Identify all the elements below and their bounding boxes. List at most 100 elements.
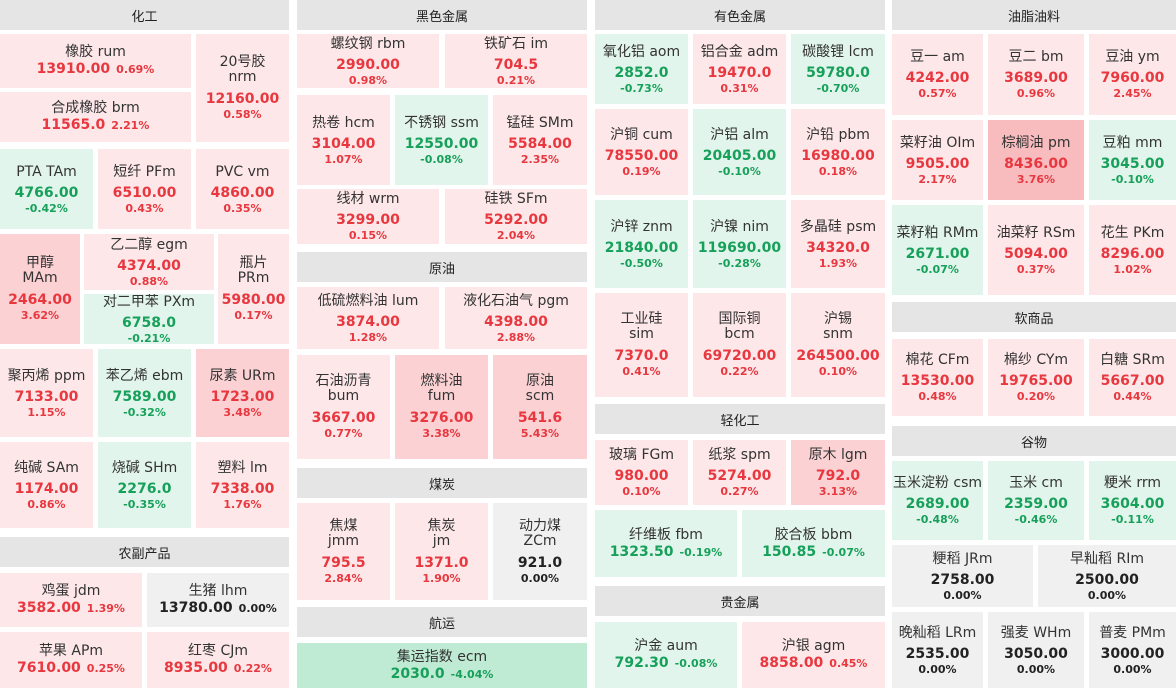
contract-tile-bbm[interactable]: 胶合板 bbm 150.85 -0.07% — [742, 510, 885, 577]
contract-tile-lm[interactable]: 塑料 lm 7338.00 1.76% — [196, 442, 289, 528]
contract-tile-wrm[interactable]: 线材 wrm 3299.00 0.15% — [297, 189, 439, 244]
contract-tile-am[interactable]: 豆一 am 4242.00 0.57% — [892, 34, 983, 115]
contract-tile-egm[interactable]: 乙二醇 egm 4374.00 0.88% — [84, 234, 214, 290]
contract-tile-fbm[interactable]: 纤维板 fbm 1323.50 -0.19% — [595, 510, 737, 577]
contract-tile-pmm[interactable]: 普麦 PMm 3000.00 0.00% — [1089, 612, 1176, 688]
contract-tile-brm[interactable]: 合成橡胶 brm 11565.0 2.21% — [0, 92, 191, 142]
contract-name: 菜籽粕 RMm — [896, 224, 979, 241]
contract-tile-zcm[interactable]: 动力煤 ZCm 921.0 0.00% — [493, 503, 587, 600]
contract-tile-mm[interactable]: 豆粕 mm 3045.00 -0.10% — [1089, 120, 1176, 200]
contract-tile-sam[interactable]: 纯碱 SAm 1174.00 0.86% — [0, 442, 93, 528]
contract-tile-bcm[interactable]: 国际铜 bcm 69720.00 0.22% — [693, 293, 786, 397]
contract-tile-cfm[interactable]: 棉花 CFm 13530.00 0.48% — [892, 339, 983, 416]
contract-tile-cym[interactable]: 棉纱 CYm 19765.00 0.20% — [988, 339, 1084, 416]
contract-tile-sfm[interactable]: 硅铁 SFm 5292.00 2.04% — [445, 189, 587, 244]
last-price: 3045.00 — [1100, 155, 1165, 172]
contract-tile-cum[interactable]: 沪铜 cum 78550.00 0.19% — [595, 109, 688, 195]
contract-tile-hcm[interactable]: 热卷 hcm 3104.00 1.07% — [297, 95, 390, 185]
contract-name: PVC vm — [215, 163, 270, 180]
contract-tile-fum[interactable]: 燃料油 fum 3276.00 3.38% — [395, 355, 488, 459]
change-percent: -0.28% — [718, 256, 761, 270]
contract-tile-lgm[interactable]: 原木 lgm 792.0 3.13% — [791, 440, 885, 505]
contract-tile-rrm[interactable]: 粳米 rrm 3604.00 -0.11% — [1089, 461, 1176, 540]
contract-name: 红枣 CJm — [188, 643, 248, 659]
contract-tile-vm[interactable]: PVC vm 4860.00 0.35% — [196, 149, 289, 229]
contract-tile-bm[interactable]: 豆二 bm 3689.00 0.96% — [988, 34, 1084, 115]
contract-tile-aom[interactable]: 氧化铝 aom 2852.0 -0.73% — [595, 34, 688, 104]
contract-tile-pgm[interactable]: 液化石油气 pgm 4398.00 2.88% — [445, 287, 587, 349]
contract-name: 普麦 PMm — [1099, 624, 1166, 641]
change-percent: -0.48% — [916, 513, 959, 526]
contract-tile-jrm[interactable]: 粳稻 JRm 2758.00 0.00% — [892, 545, 1033, 607]
contract-tile-pbm[interactable]: 沪铅 pbm 16980.00 0.18% — [791, 109, 885, 195]
contract-tile-nim[interactable]: 沪镍 nim 119690.00 -0.28% — [693, 200, 786, 288]
contract-tile-fgm[interactable]: 玻璃 FGm 980.00 0.10% — [595, 440, 688, 505]
contract-tile-scm[interactable]: 原油 scm 541.6 5.43% — [493, 355, 587, 459]
contract-name: 豆二 bm — [1008, 49, 1064, 65]
contract-tile-prm[interactable]: 瓶片 PRm 5980.00 0.17% — [218, 234, 289, 344]
contract-name: 玻璃 FGm — [609, 447, 674, 463]
contract-tile-lrm[interactable]: 晚籼稻 LRm 2535.00 0.00% — [892, 612, 983, 688]
contract-tile-ppm[interactable]: 聚丙烯 ppm 7133.00 1.15% — [0, 349, 93, 437]
contract-tile-rum[interactable]: 橡胶 rum 13910.00 0.69% — [0, 34, 191, 88]
last-price: 704.5 — [493, 56, 539, 73]
contract-code: scm — [525, 388, 555, 404]
contract-tile-snm[interactable]: 沪锡 snm 264500.00 0.10% — [791, 293, 885, 397]
contract-tile-cjm[interactable]: 红枣 CJm 8935.00 0.22% — [147, 632, 289, 688]
contract-tile-srm[interactable]: 白糖 SRm 5667.00 0.44% — [1089, 339, 1176, 416]
contract-name: 聚丙烯 ppm — [7, 367, 86, 384]
contract-tile-aum[interactable]: 沪金 aum 792.30 -0.08% — [595, 622, 737, 688]
contract-tile-apm[interactable]: 苹果 APm 7610.00 0.25% — [0, 632, 142, 688]
contract-tile-lcm[interactable]: 碳酸锂 lcm 59780.0 -0.70% — [791, 34, 885, 104]
contract-name: 白糖 SRm — [1100, 352, 1165, 368]
contract-tile-whm[interactable]: 强麦 WHm 3050.00 0.00% — [988, 612, 1084, 688]
contract-tile-rsm[interactable]: 油菜籽 RSm 5094.00 0.37% — [988, 205, 1084, 295]
contract-name: 铝合金 adm — [700, 43, 779, 60]
contract-tile-lum[interactable]: 低硫燃料油 lum 3874.00 1.28% — [297, 287, 439, 349]
contract-tile-adm[interactable]: 铝合金 adm 19470.0 0.31% — [693, 34, 786, 104]
last-price: 3299.00 — [336, 212, 400, 228]
contract-tile-znm[interactable]: 沪锌 znm 21840.00 -0.50% — [595, 200, 688, 288]
contract-tile-ssm[interactable]: 不锈钢 ssm 12550.00 -0.08% — [395, 95, 488, 185]
change-percent: 0.98% — [348, 73, 388, 87]
contract-tile-jm[interactable]: 焦炭 jm 1371.0 1.90% — [395, 503, 488, 600]
contract-name: 强麦 WHm — [1000, 624, 1072, 641]
contract-tile-mam[interactable]: 甲醇 MAm 2464.00 3.62% — [0, 234, 80, 344]
contract-tile-jmm[interactable]: 焦煤 jmm 795.5 2.84% — [297, 503, 390, 600]
contract-tile-rbm[interactable]: 螺纹钢 rbm 2990.00 0.98% — [297, 34, 439, 88]
last-price: 541.6 — [517, 410, 563, 426]
contract-tile-csm[interactable]: 玉米淀粉 csm 2689.00 -0.48% — [892, 461, 983, 540]
price-row: 792.30 -0.08% — [615, 655, 718, 672]
contract-tile-shm[interactable]: 烧碱 SHm 2276.0 -0.35% — [98, 442, 191, 528]
contract-tile-pkm[interactable]: 花生 PKm 8296.00 1.02% — [1089, 205, 1176, 295]
contract-tile-lhm[interactable]: 生猪 lhm 13780.00 0.00% — [147, 573, 289, 627]
contract-tile-ecm[interactable]: 集运指数 ecm 2030.0 -4.04% — [297, 643, 587, 688]
contract-name: 纯碱 SAm — [14, 459, 79, 476]
contract-tile-sim[interactable]: 工业硅 sim 7370.0 0.41% — [595, 293, 688, 397]
contract-tile-pfm[interactable]: 短纤 PFm 6510.00 0.43% — [98, 149, 191, 229]
contract-tile-spm[interactable]: 纸浆 spm 5274.00 0.27% — [693, 440, 786, 505]
contract-tile-im[interactable]: 铁矿石 im 704.5 0.21% — [445, 34, 587, 88]
contract-tile-cm[interactable]: 玉米 cm 2359.00 -0.46% — [988, 461, 1084, 540]
change-percent: 0.22% — [720, 365, 759, 378]
contract-tile-smm[interactable]: 锰硅 SMm 5584.00 2.35% — [493, 95, 587, 185]
contract-tile-alm[interactable]: 沪铝 alm 20405.00 -0.10% — [693, 109, 786, 195]
contract-tile-pm[interactable]: 棕榈油 pm 8436.00 3.76% — [988, 120, 1084, 200]
contract-tile-jdm[interactable]: 鸡蛋 jdm 3582.00 1.39% — [0, 573, 142, 627]
contract-tile-agm[interactable]: 沪银 agm 8858.00 0.45% — [742, 622, 885, 688]
contract-tile-olm[interactable]: 菜籽油 OIm 9505.00 2.17% — [892, 120, 983, 200]
contract-tile-psm[interactable]: 多晶硅 psm 34320.0 1.93% — [791, 200, 885, 288]
contract-tile-ebm[interactable]: 苯乙烯 ebm 7589.00 -0.32% — [98, 349, 191, 437]
contract-tile-pxm[interactable]: 对二甲苯 PXm 6758.0 -0.21% — [84, 294, 214, 344]
contract-name: 豆一 am — [910, 49, 965, 65]
contract-tile-tam[interactable]: PTA TAm 4766.00 -0.42% — [0, 149, 93, 229]
section-header-coal: 煤炭 — [297, 468, 587, 498]
contract-tile-ym[interactable]: 豆油 ym 7960.00 2.45% — [1089, 34, 1176, 115]
change-percent: -0.07% — [916, 262, 959, 276]
contract-name: 豆粕 mm — [1102, 134, 1163, 151]
contract-tile-nrm[interactable]: 20号胶 nrm 12160.00 0.58% — [196, 34, 289, 142]
contract-tile-rmm[interactable]: 菜籽粕 RMm 2671.00 -0.07% — [892, 205, 983, 295]
contract-tile-bum[interactable]: 石油沥青 bum 3667.00 0.77% — [297, 355, 390, 459]
contract-tile-rim[interactable]: 早籼稻 RIm 2500.00 0.00% — [1038, 545, 1176, 607]
contract-tile-urm[interactable]: 尿素 URm 1723.00 3.48% — [196, 349, 289, 437]
